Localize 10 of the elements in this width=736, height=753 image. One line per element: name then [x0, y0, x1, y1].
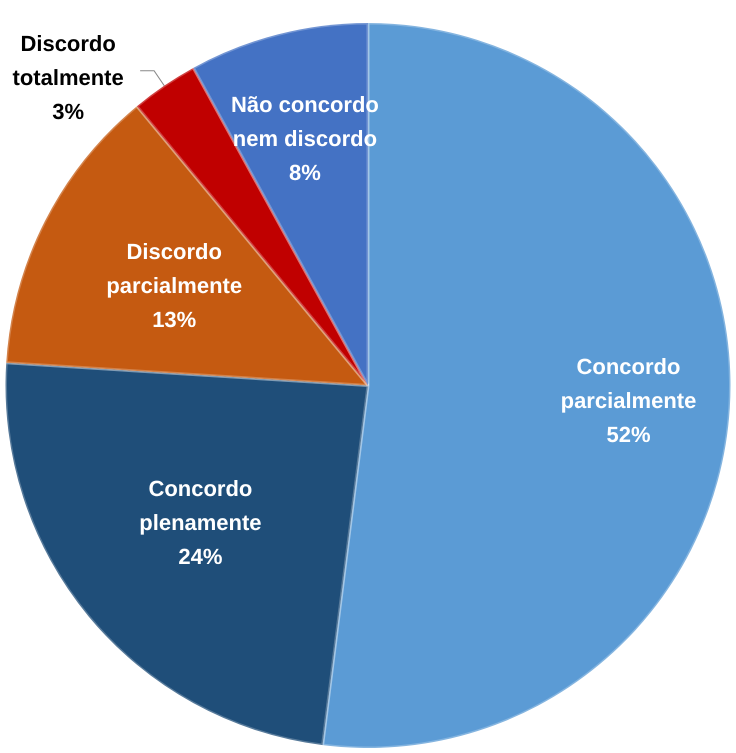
slice-label: Não concordo nem discordo [230, 92, 379, 151]
data-label: 3% [52, 98, 84, 124]
data-label: 13% [152, 306, 196, 332]
slice-label: Discordo totalmente [12, 30, 124, 90]
data-label: 8% [288, 160, 321, 185]
slice-label: Concordo plenamente [139, 476, 262, 536]
data-label: 24% [178, 544, 222, 570]
slice-label: Discordo parcialmente [106, 238, 242, 298]
data-label: 52% [606, 422, 651, 447]
slice-label: Concordo parcialmente [560, 354, 696, 413]
